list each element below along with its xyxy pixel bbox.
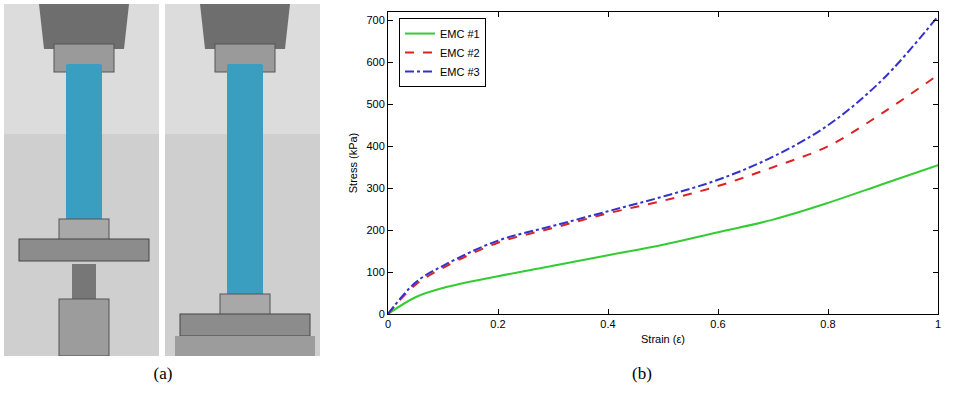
svg-text:700: 700 [366, 14, 384, 26]
svg-text:EMC #1: EMC #1 [440, 28, 480, 40]
svg-text:0.2: 0.2 [490, 318, 505, 330]
svg-text:EMC #3: EMC #3 [440, 66, 480, 78]
svg-text:600: 600 [366, 56, 384, 68]
svg-text:300: 300 [366, 182, 384, 194]
svg-text:0.4: 0.4 [600, 318, 615, 330]
svg-text:100: 100 [366, 266, 384, 278]
svg-text:0.8: 0.8 [820, 318, 835, 330]
svg-text:0: 0 [379, 308, 385, 320]
html-text:(a): (a) [153, 364, 173, 383]
svg-text:400: 400 [366, 140, 384, 152]
svg-text:Strain (ε): Strain (ε) [641, 333, 685, 345]
html-text:(b): (b) [632, 364, 652, 383]
svg-text:200: 200 [366, 224, 384, 236]
svg-text:Stress (kPa): Stress (kPa) [347, 133, 359, 194]
svg-text:0.6: 0.6 [710, 318, 725, 330]
svg-text:500: 500 [366, 98, 384, 110]
svg-text:1: 1 [935, 318, 941, 330]
svg-text:0: 0 [385, 318, 391, 330]
svg-text:EMC #2: EMC #2 [440, 47, 480, 59]
